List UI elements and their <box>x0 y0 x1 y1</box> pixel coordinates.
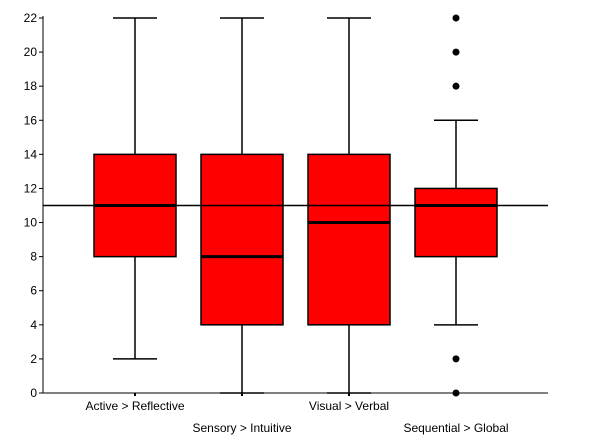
outlier-point <box>452 389 460 397</box>
y-tick-label: 4 <box>30 318 37 332</box>
box-iqr <box>200 153 284 326</box>
y-tick-label: 20 <box>24 45 38 59</box>
y-tick-label: 2 <box>30 352 37 366</box>
box-iqr <box>414 187 498 258</box>
outlier-point <box>452 14 460 22</box>
outlier-point <box>452 82 460 90</box>
outlier-point <box>452 48 460 56</box>
x-category-label: Active > Reflective <box>85 399 184 413</box>
outlier-point <box>452 355 460 363</box>
y-tick-label: 8 <box>30 250 37 264</box>
y-tick-label: 14 <box>24 147 38 161</box>
y-tick-label: 22 <box>24 11 38 25</box>
box-iqr <box>307 153 391 326</box>
y-tick-label: 10 <box>24 216 38 230</box>
x-category-label: Sequential > Global <box>403 421 508 435</box>
y-tick-label: 16 <box>24 113 38 127</box>
x-category-label: Sensory > Intuitive <box>192 421 291 435</box>
y-tick-label: 0 <box>30 386 37 400</box>
y-tick-label: 6 <box>30 284 37 298</box>
y-tick-label: 18 <box>24 79 38 93</box>
x-category-label: Visual > Verbal <box>309 399 389 413</box>
y-tick-label: 12 <box>24 181 38 195</box>
